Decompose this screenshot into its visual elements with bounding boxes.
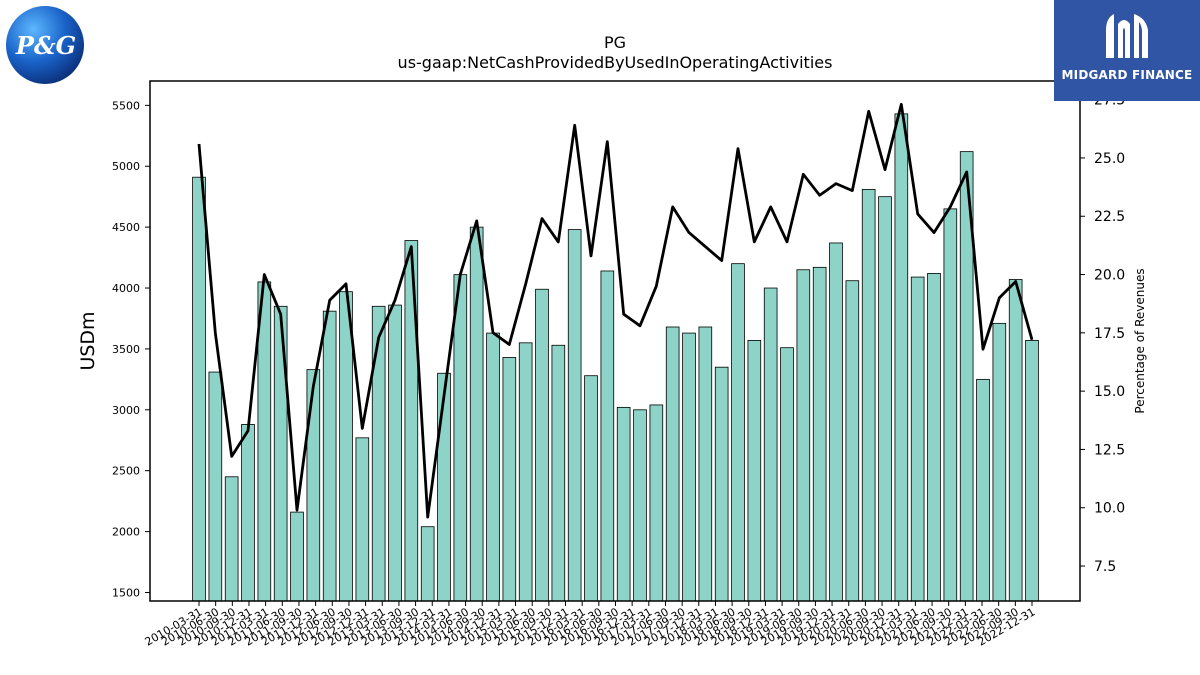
bar bbox=[698, 326, 713, 602]
bar bbox=[633, 409, 647, 602]
bar bbox=[502, 357, 517, 602]
bar bbox=[861, 188, 876, 602]
bar bbox=[241, 424, 255, 602]
bar bbox=[208, 371, 223, 602]
y-tick-label: 5000 bbox=[112, 160, 140, 173]
bar bbox=[812, 266, 827, 602]
y2-tick-label: 10.0 bbox=[1094, 501, 1125, 517]
chart-title: PG bbox=[603, 33, 627, 52]
midgard-mark-icon bbox=[1106, 14, 1148, 58]
bar bbox=[796, 269, 811, 602]
bar bbox=[845, 280, 860, 602]
bar bbox=[420, 526, 435, 602]
bar bbox=[682, 332, 696, 602]
y2-tick-label: 25.0 bbox=[1094, 151, 1125, 167]
pg-logo: P&G bbox=[6, 6, 84, 84]
y2-tick-label: 15.0 bbox=[1094, 384, 1125, 400]
bar bbox=[322, 310, 337, 602]
bar bbox=[600, 270, 615, 602]
bar bbox=[665, 326, 680, 602]
y-tick-label: 2500 bbox=[112, 465, 140, 478]
y2-tick-label: 20.0 bbox=[1094, 268, 1125, 284]
bar bbox=[404, 240, 419, 602]
bar bbox=[763, 287, 778, 602]
bar bbox=[731, 263, 745, 602]
bar bbox=[469, 226, 484, 602]
bar bbox=[649, 404, 664, 602]
bar bbox=[388, 304, 402, 602]
y-tick-label: 5500 bbox=[112, 99, 140, 112]
bar bbox=[486, 332, 500, 602]
y-axis-left: 1500 2000 2500 3000 3500 4000 4500 5000 5500 bbox=[112, 99, 150, 599]
bar bbox=[829, 242, 843, 602]
y2-tick-label: 17.5 bbox=[1094, 326, 1125, 342]
bar bbox=[1025, 339, 1039, 602]
y-tick-label: 4500 bbox=[112, 221, 140, 234]
pg-logo-text: P&G bbox=[15, 31, 76, 60]
bar bbox=[992, 322, 1007, 602]
y2-tick-label: 12.5 bbox=[1094, 442, 1125, 458]
bar bbox=[927, 273, 941, 602]
bar bbox=[1008, 279, 1023, 602]
bar bbox=[290, 511, 304, 602]
line-series-percentage bbox=[197, 102, 1034, 519]
bar bbox=[910, 276, 925, 602]
bar bbox=[567, 229, 582, 602]
chart-subtitle: us-gaap:NetCashProvidedByUsedInOperating… bbox=[397, 53, 833, 72]
bar bbox=[453, 274, 468, 602]
midgard-finance-logo: MIDGARD FINANCE bbox=[1054, 0, 1200, 101]
bar bbox=[714, 366, 729, 602]
bar bbox=[894, 113, 909, 602]
y-tick-label: 4000 bbox=[112, 282, 140, 295]
bar bbox=[878, 196, 892, 602]
bar bbox=[355, 437, 370, 602]
bar bbox=[747, 339, 762, 602]
bar bbox=[976, 378, 990, 602]
bar bbox=[616, 406, 631, 602]
bar bbox=[551, 344, 566, 602]
bar bbox=[192, 176, 206, 602]
y2-axis-label: Percentage of Revenues bbox=[1133, 268, 1147, 413]
bar bbox=[273, 305, 288, 602]
y-axis-right: 7.510.012.515.017.520.022.525.027.5 bbox=[1080, 93, 1125, 575]
bar bbox=[780, 347, 794, 602]
midgard-finance-text: MIDGARD FINANCE bbox=[1061, 68, 1193, 82]
bar bbox=[306, 369, 321, 602]
y-tick-label: 3000 bbox=[112, 404, 140, 417]
y-tick-label: 1500 bbox=[112, 586, 140, 599]
y-tick-label: 2000 bbox=[112, 526, 140, 539]
x-axis: 2010-03-312010-06-302010-09-302010-12-31… bbox=[143, 601, 1038, 649]
bar bbox=[584, 375, 598, 602]
y-axis-label: USDm bbox=[77, 311, 99, 370]
bar bbox=[518, 342, 533, 602]
bar bbox=[371, 305, 386, 602]
y2-tick-label: 22.5 bbox=[1094, 209, 1125, 225]
y2-tick-label: 7.5 bbox=[1094, 559, 1116, 575]
bar bbox=[437, 372, 451, 602]
bar bbox=[943, 208, 958, 602]
y-tick-label: 3500 bbox=[112, 343, 140, 356]
percentage-line bbox=[197, 102, 1034, 519]
bar bbox=[535, 288, 549, 602]
bar bbox=[339, 291, 353, 602]
bar bbox=[224, 476, 239, 602]
